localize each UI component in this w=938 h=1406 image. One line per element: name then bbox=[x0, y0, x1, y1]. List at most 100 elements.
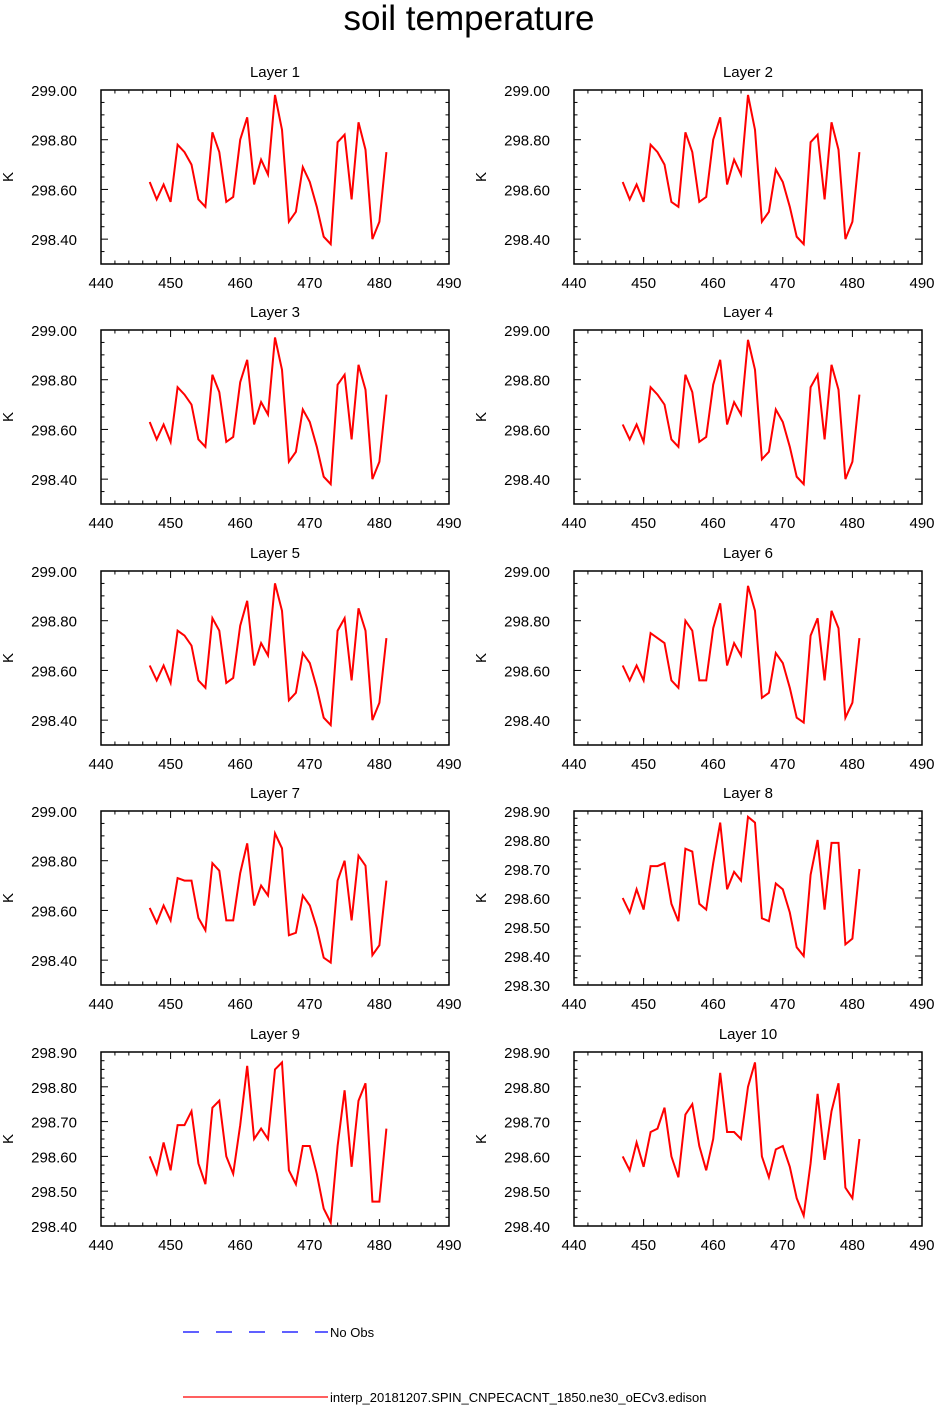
series-line bbox=[148, 829, 388, 965]
x-tick-label: 440 bbox=[561, 515, 586, 532]
x-tick-label: 450 bbox=[158, 1237, 183, 1254]
legend-label-no-obs: No Obs bbox=[330, 1325, 375, 1340]
y-tick-label: 298.80 bbox=[504, 373, 550, 390]
x-tick-label: 440 bbox=[88, 515, 113, 532]
y-tick-label: 298.40 bbox=[31, 472, 77, 489]
x-tick-label: 440 bbox=[561, 756, 586, 773]
y-tick-label: 298.60 bbox=[31, 182, 77, 199]
y-axis-label: K bbox=[473, 653, 490, 663]
y-tick-label: 299.00 bbox=[31, 804, 77, 821]
x-tick-label: 440 bbox=[88, 1237, 113, 1254]
y-tick-label: 298.60 bbox=[31, 663, 77, 680]
series-line bbox=[621, 339, 861, 487]
plot-frame bbox=[573, 1051, 923, 1227]
series-line bbox=[621, 814, 861, 959]
y-tick-label: 298.60 bbox=[504, 891, 550, 908]
y-tick-label: 298.90 bbox=[504, 804, 550, 821]
x-tick-label: 490 bbox=[909, 515, 934, 532]
y-tick-label: 298.70 bbox=[504, 862, 550, 879]
y-tick-label: 298.60 bbox=[504, 663, 550, 680]
x-tick-label: 450 bbox=[158, 275, 183, 292]
y-tick-label: 299.00 bbox=[504, 564, 550, 581]
x-tick-label: 450 bbox=[631, 275, 656, 292]
y-tick-label: 298.40 bbox=[31, 953, 77, 970]
y-tick-label: 299.00 bbox=[504, 323, 550, 340]
plot-frame bbox=[100, 329, 450, 505]
x-tick-label: 490 bbox=[436, 275, 461, 292]
panel-layer-4: Layer 4 K 440 450 460 470 480 490 298.40 298.60 29… bbox=[473, 304, 935, 532]
legend: No Obs interp_20181207.SPIN_CNPECACNT_18… bbox=[183, 1325, 707, 1405]
panel-layer-2: Layer 2 K 440 450 460 470 480 490 298.40 298.60 29… bbox=[473, 64, 935, 292]
x-tick-label: 460 bbox=[228, 756, 253, 773]
plot-frame bbox=[573, 810, 923, 986]
y-tick-label: 299.00 bbox=[504, 83, 550, 100]
y-tick-label: 298.60 bbox=[504, 182, 550, 199]
x-tick-label: 490 bbox=[909, 1237, 934, 1254]
x-tick-label: 470 bbox=[770, 1237, 795, 1254]
y-tick-label: 298.80 bbox=[504, 833, 550, 850]
y-tick-label: 298.60 bbox=[31, 903, 77, 920]
panel-title: Layer 7 bbox=[250, 785, 300, 802]
series-line bbox=[148, 337, 388, 487]
series-line bbox=[148, 583, 388, 728]
y-tick-label: 298.90 bbox=[31, 1045, 77, 1062]
y-tick-label: 298.60 bbox=[504, 1149, 550, 1166]
x-tick-label: 440 bbox=[88, 756, 113, 773]
panels: Layer 1 K 440 450 460 470 480 490 298.40 298.60 29… bbox=[0, 64, 935, 1254]
x-tick-label: 450 bbox=[158, 515, 183, 532]
x-tick-label: 450 bbox=[158, 996, 183, 1013]
panel-title: Layer 9 bbox=[250, 1026, 300, 1043]
y-tick-label: 298.60 bbox=[504, 422, 550, 439]
x-tick-label: 460 bbox=[228, 996, 253, 1013]
x-tick-label: 450 bbox=[631, 996, 656, 1013]
y-tick-label: 298.60 bbox=[31, 1149, 77, 1166]
plot-frame bbox=[100, 570, 450, 746]
y-axis-label: K bbox=[0, 653, 17, 663]
y-tick-label: 298.80 bbox=[31, 854, 77, 871]
plot-frame bbox=[573, 89, 923, 265]
x-tick-label: 460 bbox=[701, 756, 726, 773]
x-tick-label: 490 bbox=[909, 275, 934, 292]
x-tick-label: 450 bbox=[631, 1237, 656, 1254]
y-tick-label: 298.50 bbox=[31, 1184, 77, 1201]
x-tick-label: 460 bbox=[228, 1237, 253, 1254]
y-tick-label: 298.40 bbox=[504, 232, 550, 249]
y-tick-label: 298.30 bbox=[504, 978, 550, 995]
series-line bbox=[621, 94, 861, 247]
panel-title: Layer 1 bbox=[250, 64, 300, 81]
y-tick-label: 298.40 bbox=[504, 713, 550, 730]
y-tick-label: 298.70 bbox=[504, 1115, 550, 1132]
y-tick-label: 298.80 bbox=[504, 133, 550, 150]
y-tick-label: 298.80 bbox=[31, 373, 77, 390]
panel-layer-9: Layer 9 K 440 450 460 470 480 490 298.40 298.50 29… bbox=[0, 1026, 462, 1254]
x-tick-label: 480 bbox=[367, 515, 392, 532]
x-tick-label: 450 bbox=[631, 756, 656, 773]
x-tick-label: 460 bbox=[228, 515, 253, 532]
series-line bbox=[621, 585, 861, 725]
y-tick-label: 298.40 bbox=[31, 232, 77, 249]
y-tick-label: 298.80 bbox=[504, 1080, 550, 1097]
x-tick-label: 480 bbox=[840, 1237, 865, 1254]
x-tick-label: 490 bbox=[436, 756, 461, 773]
y-axis-label: K bbox=[473, 172, 490, 182]
panel-title: Layer 8 bbox=[723, 785, 773, 802]
x-tick-label: 470 bbox=[297, 756, 322, 773]
x-tick-label: 480 bbox=[367, 996, 392, 1013]
y-tick-label: 299.00 bbox=[31, 323, 77, 340]
y-tick-label: 298.50 bbox=[504, 920, 550, 937]
x-tick-label: 440 bbox=[561, 1237, 586, 1254]
x-tick-label: 460 bbox=[701, 996, 726, 1013]
panel-layer-3: Layer 3 K 440 450 460 470 480 490 298.40 298.60 29… bbox=[0, 304, 462, 532]
y-axis-label: K bbox=[0, 1134, 17, 1144]
y-tick-label: 298.40 bbox=[504, 472, 550, 489]
x-tick-label: 470 bbox=[297, 515, 322, 532]
y-tick-label: 299.00 bbox=[31, 564, 77, 581]
y-tick-label: 298.50 bbox=[504, 1184, 550, 1201]
x-tick-label: 480 bbox=[840, 275, 865, 292]
y-tick-label: 298.40 bbox=[504, 949, 550, 966]
y-tick-label: 298.80 bbox=[31, 1080, 77, 1097]
x-tick-label: 480 bbox=[367, 756, 392, 773]
plot-frame bbox=[100, 89, 450, 265]
x-tick-label: 470 bbox=[770, 756, 795, 773]
